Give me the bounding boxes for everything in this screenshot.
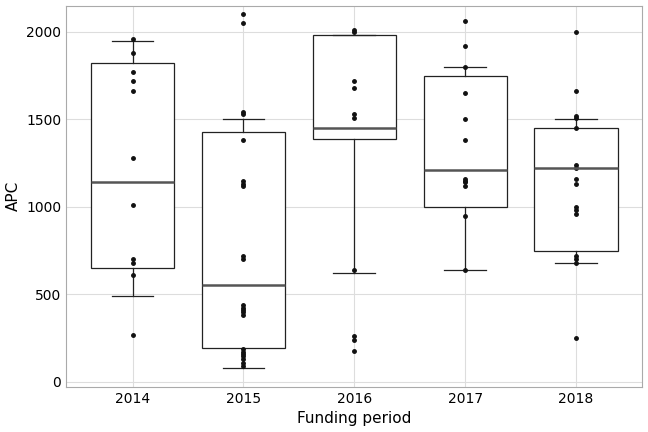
PathPatch shape bbox=[202, 132, 285, 348]
PathPatch shape bbox=[535, 128, 618, 251]
PathPatch shape bbox=[313, 35, 396, 139]
PathPatch shape bbox=[91, 64, 174, 268]
Y-axis label: APC: APC bbox=[6, 181, 21, 211]
PathPatch shape bbox=[424, 76, 507, 207]
X-axis label: Funding period: Funding period bbox=[297, 411, 411, 426]
